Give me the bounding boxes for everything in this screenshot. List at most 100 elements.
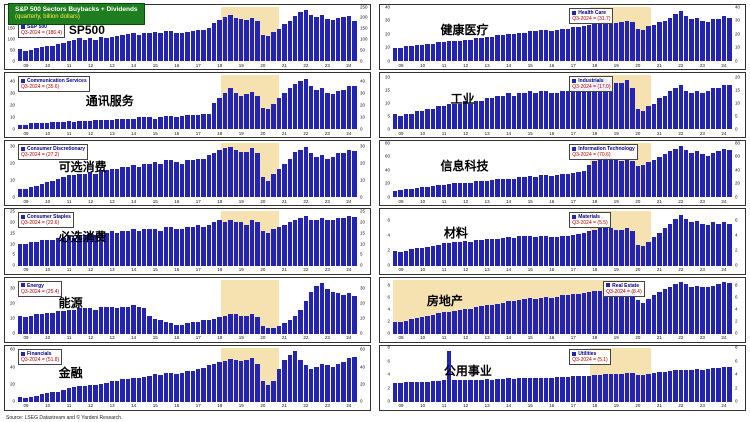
bar [136,117,141,130]
bar [662,228,667,266]
y-tick-label: 100 [360,36,368,42]
x-tick-label: 22 [303,403,309,409]
bar [152,118,158,130]
y-tick-label: 0 [12,194,15,200]
bar [158,163,163,198]
bar [678,369,684,402]
x-tick-label: 18 [217,198,223,204]
bar [115,308,120,334]
x-tick-label: 15 [527,62,533,68]
bar [136,378,141,402]
bar [23,50,28,62]
x-tick-label: 14 [131,62,137,68]
bar [700,20,705,62]
legend-series-name: Energy [27,282,44,289]
bar [201,158,206,198]
bar [325,365,330,402]
bar [336,17,341,62]
bar [479,181,484,198]
y-tick-label: 50 [360,47,366,53]
y-axis-right: 0 10 20 30 40 [733,4,745,62]
bar [436,106,441,130]
x-tick-label: 20 [635,403,641,409]
bar [651,295,657,334]
bar [179,163,185,198]
bar [228,220,233,266]
bar [104,306,109,334]
bar [608,228,614,266]
y-tick-label: 30 [360,285,366,291]
bar [206,155,212,198]
legend: Energy Q3-2024 = (25.4) [18,280,63,297]
bar [319,88,325,130]
bar [34,185,39,198]
bar [506,378,511,402]
bar [104,233,109,266]
bar [630,160,635,198]
y-tick-label: 15 [360,229,366,235]
bar [260,107,265,130]
bar [222,222,228,266]
bar [61,311,66,334]
x-tick-label: 20 [635,335,641,341]
bar [330,94,336,130]
bar [255,317,260,334]
bar [711,285,716,334]
x-tick-label: 24 [721,62,727,68]
bar [393,250,398,266]
y-tick-label: 8 [735,344,738,350]
bar [452,310,457,334]
bar [662,20,667,62]
bar [120,118,125,130]
bar [430,108,436,130]
bar [640,302,646,334]
bar [222,93,228,130]
bar [393,383,398,402]
bar [222,16,228,62]
x-tick-label: 18 [592,267,598,273]
bar [614,290,619,334]
bar [446,312,452,334]
x-tick-label: 12 [463,335,469,341]
bar [398,321,403,334]
bar [23,244,28,266]
y-tick-label: 15 [384,87,390,93]
y-tick-label: 4 [387,371,390,377]
bar [341,361,346,402]
bar [249,314,255,334]
bar [228,314,233,334]
bar [592,290,597,334]
x-tick-label: 23 [699,62,705,68]
bar [479,100,484,130]
bar [500,237,506,266]
bar [265,36,271,62]
bar [217,317,222,334]
bar [409,188,414,198]
x-tick-label: 09 [398,267,404,273]
bar [538,235,543,266]
bar [249,92,255,130]
bar [55,237,61,266]
bar [430,314,436,334]
x-tick-label: 16 [174,130,180,136]
bar [721,282,727,334]
panel-title-energy: 能源 [58,295,83,310]
bar [721,222,727,266]
bar [543,296,549,334]
bar [490,239,495,266]
bar [403,113,409,130]
bar [630,88,635,130]
bar [239,360,244,402]
bar [66,120,71,130]
legend-swatch-icon [21,147,25,151]
legend-latest-value: Q3-2024 = (25.4) [21,288,60,295]
bar [463,182,468,198]
bar [352,151,357,198]
bar [174,32,179,62]
bar [689,93,694,130]
bar [576,172,581,198]
bar [603,155,608,198]
bar [430,381,436,402]
y-tick-label: 4 [387,232,390,238]
